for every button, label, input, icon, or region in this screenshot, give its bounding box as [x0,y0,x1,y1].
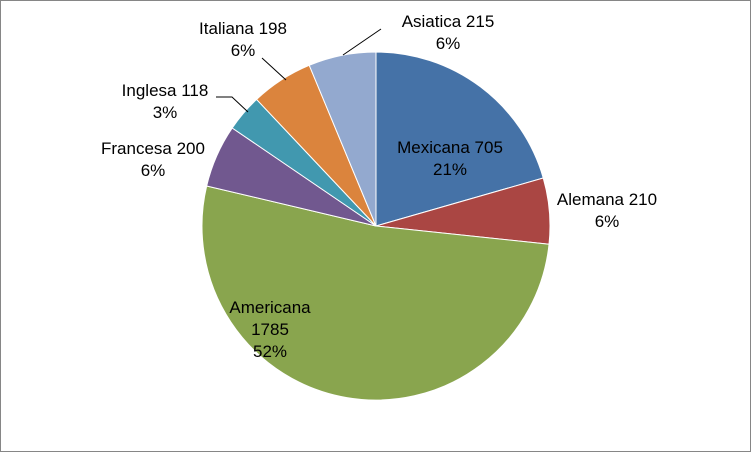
pie-slice-mexicana [375,51,544,227]
data-label-line: Inglesa 118 [122,81,209,100]
data-label-line: 1785 [251,320,289,339]
data-label-line: Mexicana 705 [397,138,503,157]
data-label-americana: Americana 1785 52% [229,298,311,361]
data-label-line: Alemana 210 [557,190,657,209]
data-label-line: 52% [253,342,287,361]
leader-lines [216,28,382,113]
data-label-line: 3% [153,103,178,122]
data-label-mexicana: Mexicana 705 21% [397,138,503,179]
data-label-inglesa: Inglesa 118 3% [122,81,209,122]
leader-line-asiatica [342,28,382,56]
data-label-line: Italiana 198 [199,19,287,38]
leader-line-italiana [261,57,287,81]
data-labels: Mexicana 705 21% Alemana 210 6% Americana 178… [101,12,657,361]
data-label-line: 6% [436,34,461,53]
data-label-line: Francesa 200 [101,139,205,158]
data-label-line: 6% [231,41,256,60]
pie-slice-americana [201,185,550,401]
data-label-line: 6% [141,161,166,180]
leader-line-inglesa [216,96,249,113]
data-label-line: 6% [595,212,620,231]
pie-slice-asiatica [308,51,377,227]
data-label-francesa: Francesa 200 6% [101,139,205,180]
data-label-line: 21% [433,160,467,179]
data-label-line: Asiatica 215 [402,12,495,31]
pie-slices [201,51,551,401]
data-label-alemana: Alemana 210 6% [557,190,657,231]
data-label-italiana: Italiana 198 6% [199,19,287,60]
data-label-line: Americana [229,298,311,317]
data-label-asiatica: Asiatica 215 6% [402,12,495,53]
